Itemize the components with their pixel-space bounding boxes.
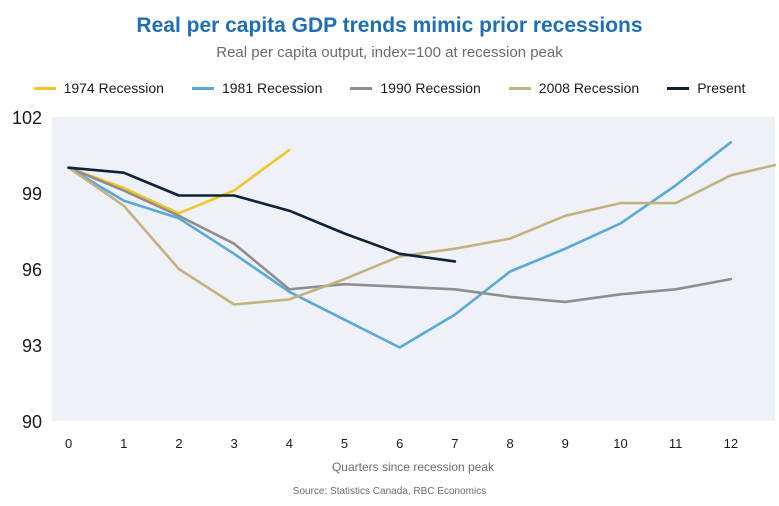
x-tick-label: 10 [613,436,627,451]
series-line-2008-recession [67,163,777,306]
legend-item: 1981 Recession [191,80,323,96]
x-tick-label: 4 [286,436,293,451]
chart-legend: 1974 Recession 1981 Recession 1990 Recessi… [0,80,779,96]
legend-swatch [350,86,373,90]
y-tick-label: 96 [22,260,42,280]
x-tick-label: 0 [65,436,72,451]
x-tick-label: 11 [669,436,683,451]
legend-label: 1981 Recession [221,80,323,96]
y-tick-label: 93 [22,336,42,356]
plot-background [52,117,775,421]
y-tick-label: 102 [12,108,42,128]
series-line-present [67,166,457,263]
chart-title: Real per capita GDP trends mimic prior r… [136,14,643,37]
x-tick-label: 3 [231,436,238,451]
x-tick-label: 1 [120,436,127,451]
legend-swatch [191,86,214,90]
legend-swatch [508,86,531,90]
x-tick-label: 12 [724,436,738,451]
legend-item: 1974 Recession [33,80,164,96]
x-tick-label: 5 [341,436,348,451]
legend-label: 2008 Recession [538,80,640,96]
series-line-1981-recession [67,141,733,349]
series-line-1974-recession [67,148,291,215]
x-tick-label: 2 [175,436,182,451]
legend-label: 1990 Recession [380,80,481,96]
legend-swatch [33,86,56,90]
chart-subtitle: Real per capita output, index=100 at rec… [216,44,563,61]
chart-source: Source: Statistics Canada, RBC Economics [292,486,487,497]
y-tick-label: 99 [22,184,42,204]
legend-label: 1974 Recession [63,80,164,96]
x-tick-label: 6 [396,436,403,451]
x-tick-label: 7 [451,436,458,451]
y-tick-label: 90 [22,412,42,432]
series-line-1990-recession [67,166,733,304]
x-axis-label: Quarters since recession peak [332,460,495,474]
legend-item: 1990 Recession [350,80,481,96]
legend-label: Present [697,80,746,96]
legend-swatch [667,86,690,90]
x-tick-label: 9 [562,436,569,451]
x-tick-label: 8 [506,436,513,451]
legend-item: Present [667,80,745,96]
legend-item: 2008 Recession [508,80,640,96]
